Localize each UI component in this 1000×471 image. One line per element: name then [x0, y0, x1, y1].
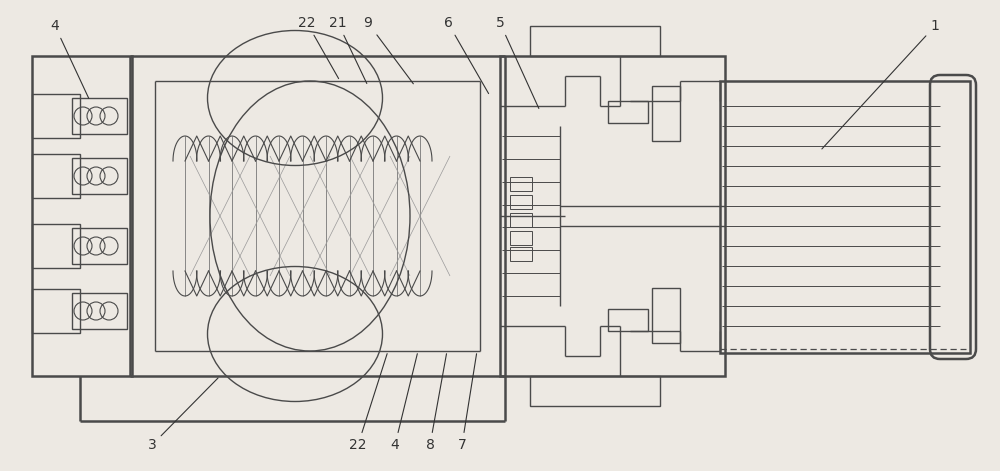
Text: 22: 22	[298, 16, 339, 79]
Bar	[72, 98, 127, 134]
Bar	[510, 247, 532, 261]
Text: 21: 21	[329, 16, 367, 83]
Text: 22: 22	[349, 354, 387, 452]
Bar	[32, 94, 80, 138]
Bar	[510, 213, 532, 227]
Bar	[32, 224, 80, 268]
Bar	[530, 26, 660, 56]
Bar	[652, 288, 680, 343]
Bar	[608, 101, 648, 123]
Bar	[510, 231, 532, 245]
Text: 4: 4	[51, 19, 89, 98]
Text: 3: 3	[148, 378, 218, 452]
Bar	[72, 228, 127, 264]
Bar	[510, 177, 532, 191]
Text: 6: 6	[444, 16, 489, 94]
Bar	[72, 158, 127, 194]
Bar	[32, 154, 80, 198]
Text: 4: 4	[391, 354, 417, 452]
Text: 1: 1	[822, 19, 939, 149]
Text: 9: 9	[364, 16, 413, 84]
Bar	[652, 86, 680, 141]
Bar	[500, 56, 725, 376]
Bar	[32, 289, 80, 333]
Bar	[608, 309, 648, 331]
Text: 7: 7	[458, 354, 477, 452]
Bar	[720, 81, 970, 353]
Bar	[32, 56, 132, 376]
Bar	[530, 376, 660, 406]
Text: 5: 5	[496, 16, 539, 108]
Text: 8: 8	[426, 354, 447, 452]
Bar	[72, 293, 127, 329]
Bar	[510, 195, 532, 209]
